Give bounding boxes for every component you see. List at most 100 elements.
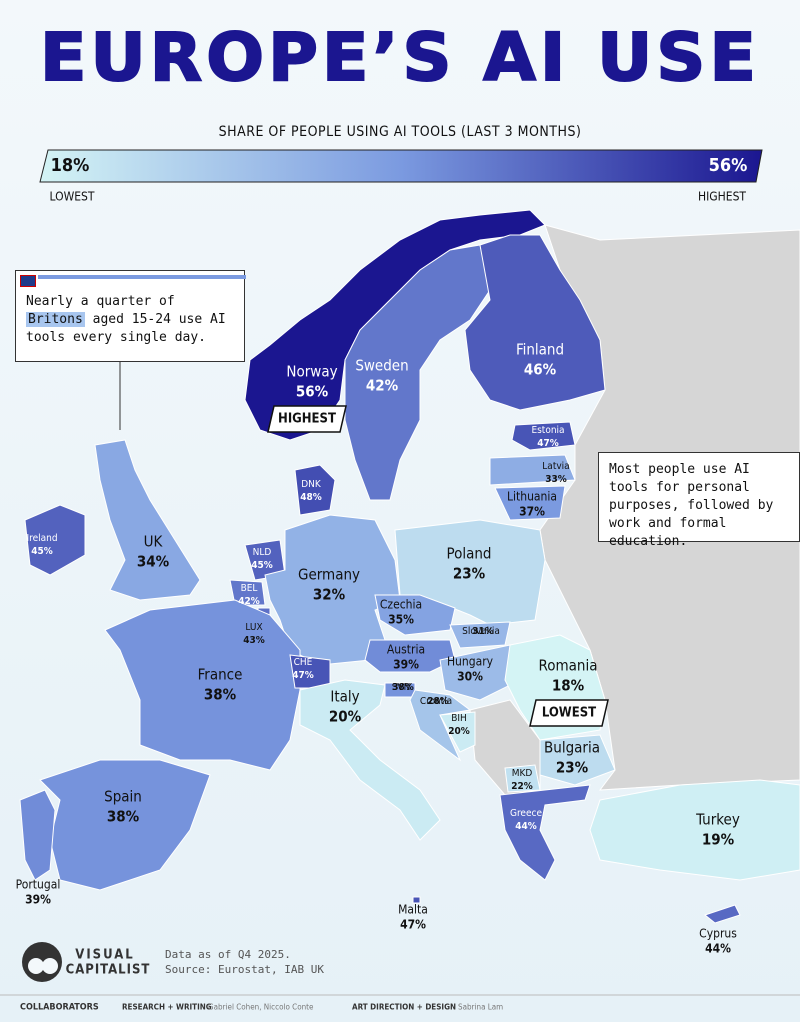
credit-role: ART DIRECTION + DESIGN bbox=[352, 1003, 456, 1012]
collaborators: COLLABORATORS bbox=[20, 1003, 99, 1013]
callout-label: LOWEST bbox=[542, 706, 596, 721]
country-name: Cyprus bbox=[699, 927, 737, 941]
country-value: 30% bbox=[457, 670, 483, 684]
country-name: Romania bbox=[539, 657, 598, 675]
country-name: Bulgaria bbox=[544, 739, 600, 757]
country-name: CHE bbox=[294, 657, 313, 668]
country-name: Norway bbox=[286, 363, 337, 381]
country-name: Ireland bbox=[26, 533, 57, 544]
country-name: LUX bbox=[245, 622, 262, 633]
country-name: Latvia bbox=[542, 461, 569, 472]
country-name: Austria bbox=[387, 643, 425, 657]
country bbox=[374, 594, 456, 636]
title: EUROPE’S AI USE bbox=[40, 19, 760, 96]
country-value: 48% bbox=[300, 492, 322, 503]
country-name: Lithuania bbox=[507, 490, 557, 504]
flag-icon bbox=[20, 275, 36, 287]
country-name: Portugal bbox=[16, 878, 61, 892]
country bbox=[294, 464, 336, 516]
subtitle: SHARE OF PEOPLE USING AI TOOLS (LAST 3 M… bbox=[219, 124, 582, 140]
labels: Norway 56% Sweden 42% Finland 46% Estonia 47% La… bbox=[16, 341, 740, 956]
country-value: 45% bbox=[251, 560, 273, 571]
country-name: Turkey bbox=[695, 811, 740, 829]
country bbox=[244, 209, 546, 441]
country-name: Poland bbox=[447, 545, 492, 563]
country bbox=[229, 579, 266, 606]
source: Source: Eurostat, IAB UK bbox=[165, 963, 324, 976]
country bbox=[504, 764, 541, 793]
country-name: Slovakia bbox=[462, 626, 500, 637]
country-name: Germany bbox=[298, 566, 360, 584]
country-value: 43% bbox=[243, 635, 265, 646]
country-value: 20% bbox=[448, 726, 470, 737]
brand: VISUAL bbox=[75, 948, 134, 963]
country-name: Estonia bbox=[531, 425, 564, 436]
country bbox=[299, 679, 441, 841]
country bbox=[511, 421, 576, 451]
country-name: Sweden bbox=[355, 357, 408, 375]
country-value: 47% bbox=[400, 918, 426, 932]
country-value: 42% bbox=[366, 377, 399, 395]
country bbox=[464, 234, 606, 411]
country-name: Croatia bbox=[420, 696, 452, 707]
country bbox=[494, 485, 566, 521]
country-value: 44% bbox=[705, 942, 731, 956]
country-value: 45% bbox=[31, 546, 53, 557]
uk-note: Nearly a quarter of Britons aged 15-24 u… bbox=[15, 270, 246, 362]
country-value: 34% bbox=[137, 553, 170, 571]
country-name: Hungary bbox=[447, 655, 494, 669]
country-value: 32% bbox=[313, 586, 346, 604]
legend-max-caption: HIGHEST bbox=[698, 190, 746, 204]
note-text: aged 15-24 use AI tools every single day… bbox=[26, 312, 226, 345]
country-value: 35% bbox=[388, 613, 414, 627]
country bbox=[94, 439, 201, 601]
note-text: Nearly a quarter of bbox=[26, 294, 175, 309]
country bbox=[24, 504, 86, 576]
country bbox=[589, 779, 800, 881]
country-value: 18% bbox=[552, 677, 585, 695]
legend-bar bbox=[39, 149, 763, 183]
country-value: 19% bbox=[702, 831, 735, 849]
country-name: NLD bbox=[253, 547, 272, 558]
country-value: 38% bbox=[204, 686, 237, 704]
callout-label: HIGHEST bbox=[278, 412, 336, 427]
country-name: Spain bbox=[104, 788, 142, 806]
credit-role: RESEARCH + WRITING bbox=[122, 1003, 212, 1012]
country-value: 56% bbox=[296, 383, 329, 401]
callout-box bbox=[529, 699, 609, 727]
country-name: Malta bbox=[398, 903, 428, 917]
legend-min-caption: LOWEST bbox=[49, 190, 94, 204]
credit-names: Sabrina Lam bbox=[458, 1003, 503, 1012]
credit-names: Gabriel Cohen, Niccolo Conte bbox=[208, 1003, 314, 1012]
country-value: 39% bbox=[393, 658, 419, 672]
purpose-note: Most people use AI tools for personal pu… bbox=[598, 452, 800, 549]
country-value: 39% bbox=[25, 893, 51, 907]
logo bbox=[28, 958, 44, 974]
country bbox=[364, 639, 456, 673]
legend-min: 18% bbox=[51, 155, 90, 176]
country-value: 23% bbox=[556, 759, 589, 777]
country-name: BIH bbox=[451, 713, 467, 724]
country-value: 28% bbox=[427, 696, 449, 707]
country bbox=[499, 784, 591, 881]
country bbox=[703, 904, 741, 924]
country-name: MKD bbox=[512, 768, 533, 779]
country-value: 31% bbox=[472, 626, 494, 637]
legend-max: 56% bbox=[709, 155, 748, 176]
country-value: 46% bbox=[524, 361, 557, 379]
country-name: Italy bbox=[330, 688, 359, 706]
date-note: Data as of Q4 2025. bbox=[165, 948, 291, 961]
country-value: 38% bbox=[107, 808, 140, 826]
country-name: Czechia bbox=[380, 598, 422, 612]
country-value: 38% bbox=[392, 682, 414, 693]
country-value: 37% bbox=[519, 505, 545, 519]
country bbox=[409, 689, 472, 762]
logo bbox=[42, 958, 58, 974]
country bbox=[449, 621, 511, 649]
country-name: SVN bbox=[392, 682, 411, 693]
note-highlight: Britons bbox=[26, 312, 85, 327]
country bbox=[412, 896, 421, 904]
country-name: UK bbox=[144, 533, 164, 551]
